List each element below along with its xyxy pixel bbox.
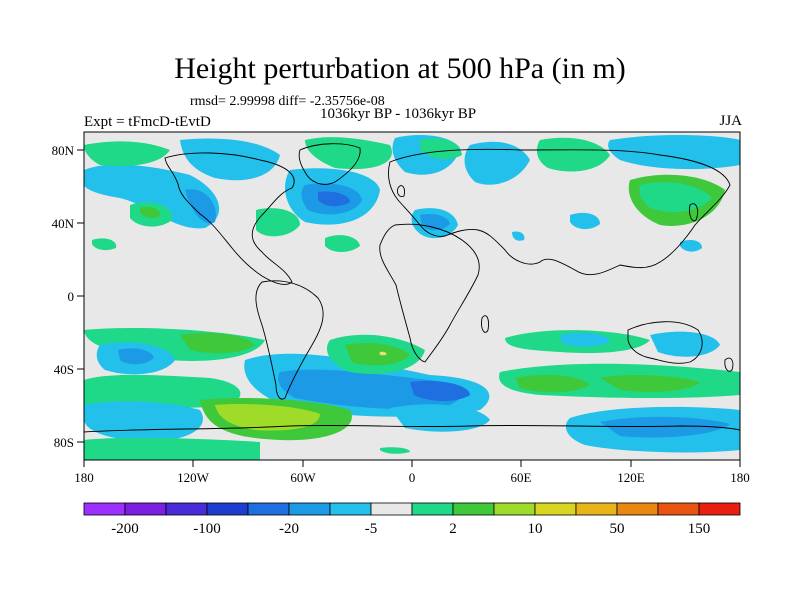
colorbar-swatch [452,502,495,516]
field-blob [185,189,216,224]
field-blob [92,238,117,251]
field-blob [600,416,730,438]
lon-tick-label: 180 [74,470,94,485]
lon-tick-label: 60E [511,470,532,485]
field-blob [570,212,600,230]
field-blob [600,375,700,392]
colorbar-label: 10 [528,521,543,537]
colorbar-label: 2 [449,521,457,537]
colorbar-swatch [411,502,454,516]
colorbar-swatch [657,502,700,516]
lat-tick-label: 40S [54,362,74,377]
chart-title: Height perturbation at 500 hPa (in m) [174,52,626,85]
field-blob [608,135,740,170]
coast-new-zealand [724,357,734,372]
colorbar-swatch [124,502,167,516]
colorbar-swatch [534,502,577,516]
rmsd-diff-label: rmsd= 2.99998 diff= -2.35756e-08 [190,94,385,109]
colorbar-swatch [288,502,331,516]
height-field [84,135,740,460]
field-blob [379,351,387,356]
field-blob [345,343,410,366]
field-blob [390,404,490,432]
tick-marks [77,149,741,467]
field-blob [84,437,260,460]
colorbar-label: -20 [279,521,299,537]
field-blob [84,141,170,167]
colorbar-swatch [616,502,659,516]
field-blob [420,138,462,160]
field-blob [215,404,320,431]
field-blob [536,137,610,172]
colorbar-swatch [165,502,208,516]
colorbar-swatch [329,502,372,516]
field-blob [650,331,720,357]
field-blob [512,231,525,241]
period-label: 1036kyr BP - 1036kyr BP [320,106,477,122]
colorbar-label: -5 [365,521,378,537]
colorbar-label: 150 [688,521,711,537]
lon-tick-label: 0 [409,470,416,485]
field-blob [140,206,161,219]
field-blob [560,332,610,347]
colorbar-label: -200 [111,521,139,537]
season-label: JJA [719,113,742,129]
field-blob [410,380,470,402]
colorbar-swatch [370,502,413,516]
field-blob [256,208,300,237]
colorbar-swatch [83,502,126,516]
colorbar-label: 50 [610,521,625,537]
colorbar-swatch [247,502,290,516]
field-blob [278,369,462,410]
coast-uk [397,185,405,197]
field-blob [118,348,154,365]
coast-africa [379,223,480,363]
field-blob [680,240,702,252]
lat-tick-label: 0 [68,289,75,304]
lat-tick-label: 40N [52,216,75,231]
field-blob [380,447,410,454]
field-blob [180,138,280,181]
field-blob [639,182,712,213]
field-blob [305,137,392,170]
lon-tick-label: 120W [177,470,210,485]
coast-madagascar [481,315,489,333]
colorbar-label: -100 [193,521,221,537]
lon-tick-label: 180 [730,470,750,485]
coast-japan [689,203,699,222]
coast-eurasia [387,148,731,276]
field-blob [180,332,255,354]
colorbar-swatch [575,502,618,516]
coast-south-america [255,280,324,400]
coast-australia [627,321,703,364]
field-blob [84,164,220,229]
colorbar-swatch [698,502,741,516]
colorbar [83,502,741,516]
field-blob [84,374,241,409]
colorbar-swatch [206,502,249,516]
colorbar-swatch [493,502,536,516]
lat-tick-label: 80S [54,435,74,450]
field-blob [325,235,360,252]
coastlines [84,143,740,433]
lat-tick-label: 80N [52,143,75,158]
coast-antarctica [84,424,740,433]
field-blob [464,141,530,185]
coast-north-america [164,152,295,285]
colorbar-labels: -200 -100 -20 -5 2 10 50 150 [111,521,710,537]
field-blob [318,191,350,207]
coast-greenland [298,143,361,185]
lon-tick-label: 120E [617,470,645,485]
lon-tick-label: 60W [290,470,316,485]
field-blob [84,401,203,442]
field-blob [515,374,590,393]
experiment-label: Expt = tFmcD-tEvtD [84,114,211,130]
